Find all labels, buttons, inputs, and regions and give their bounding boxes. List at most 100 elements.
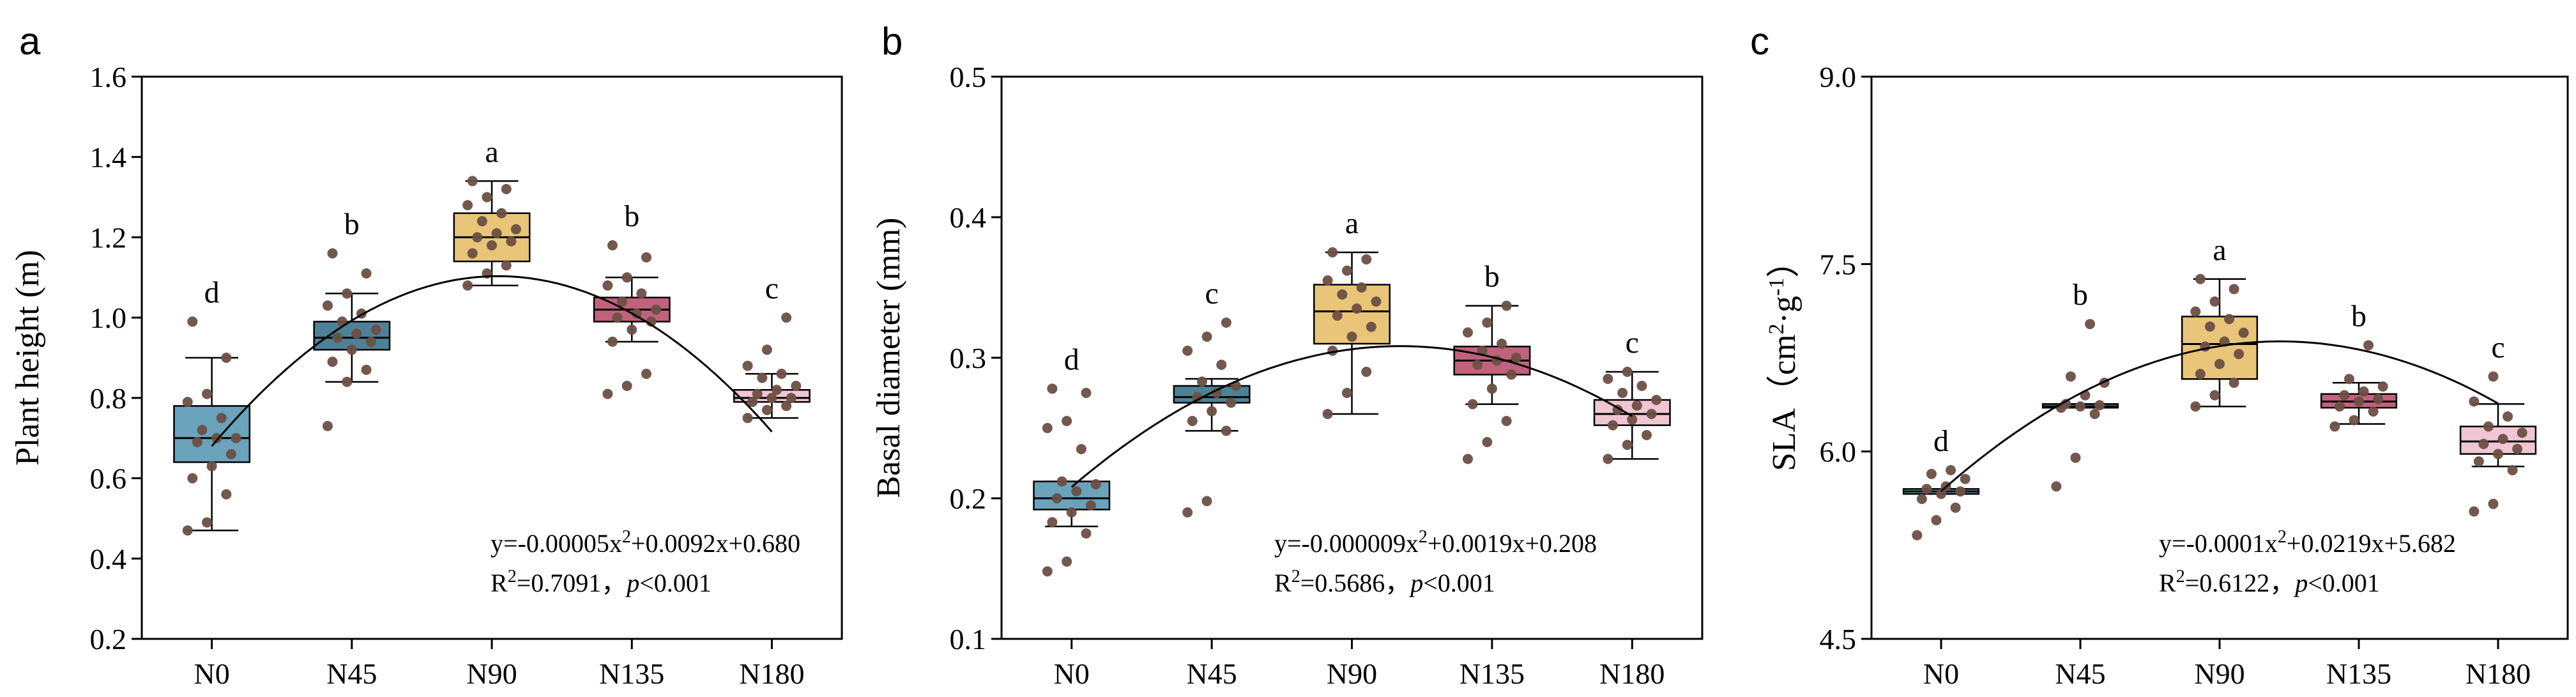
data-point	[211, 433, 222, 443]
data-point	[1651, 395, 1662, 405]
significance-letter: c	[2491, 330, 2504, 364]
data-point	[641, 252, 652, 263]
data-point	[1042, 423, 1053, 433]
data-point	[1931, 515, 1942, 526]
box-group-N90: a	[2181, 233, 2259, 412]
data-point	[2229, 284, 2239, 295]
data-point	[2469, 396, 2480, 407]
x-tick-label: N90	[1327, 657, 1377, 690]
data-point	[1946, 465, 1956, 475]
data-point	[1352, 303, 1362, 314]
data-point	[182, 397, 193, 408]
data-point	[187, 473, 198, 484]
box-group-N135: b	[1453, 260, 1531, 464]
data-point	[776, 369, 787, 379]
data-point	[1361, 254, 1372, 264]
data-point	[1332, 310, 1343, 321]
box-group-N180: c	[733, 272, 811, 424]
data-point	[2219, 336, 2230, 347]
panel-c: c4.56.07.59.0N0 N45 N90 N135 N180SLA（cm2·g-1…	[1750, 20, 2569, 690]
data-point	[2473, 456, 2484, 467]
p-value: <0.001	[639, 569, 712, 597]
data-point	[2065, 371, 2076, 382]
data-point	[187, 316, 198, 327]
panel-a: a 0.2 0.4 0.6 0.8 1.0 1.2 1.4 1.6 N0 N45 N90 N135 N18…	[10, 20, 843, 690]
data-point	[1066, 507, 1077, 517]
data-point	[1467, 399, 1478, 410]
data-point	[1622, 367, 1633, 377]
data-point	[2070, 452, 2081, 463]
data-point	[231, 433, 241, 443]
fit-equation-suffix: +0.0219x+5.682	[2287, 529, 2456, 558]
data-point	[1642, 430, 1652, 440]
data-point	[1617, 388, 1628, 398]
panel-b: b 0.1 0.2 0.3 0.4 0.5 N0 N45 N90 N135 N180 Basal di…	[871, 20, 1703, 690]
data-point	[361, 364, 372, 375]
data-point	[366, 336, 377, 347]
data-point	[1182, 507, 1193, 517]
significance-letter: b	[2351, 299, 2366, 333]
data-point	[2214, 358, 2225, 369]
data-point	[2363, 340, 2374, 351]
data-point	[781, 401, 792, 411]
data-point	[786, 392, 796, 403]
data-point	[2234, 349, 2244, 360]
data-point	[1341, 388, 1352, 398]
data-point	[1211, 388, 1222, 398]
data-point	[747, 397, 758, 408]
fit-equation-prefix: y=-0.000009x	[1274, 529, 1419, 558]
data-point	[1216, 360, 1227, 370]
data-point	[2075, 401, 2085, 412]
data-point	[1926, 468, 1937, 479]
data-point	[1047, 517, 1058, 528]
x-tick-label: N135	[2326, 657, 2391, 690]
significance-letter: a	[1345, 206, 1359, 240]
x-tick-label: N135	[599, 657, 664, 690]
r2-sup: 2	[508, 567, 517, 586]
data-point	[1960, 473, 1970, 484]
p-letter: p	[2293, 569, 2308, 597]
y-axis-title-sup: -1	[1765, 278, 1788, 296]
data-point	[2349, 415, 2359, 425]
y-axis-title-main: SLA（cm	[1766, 334, 1802, 471]
data-point	[761, 344, 772, 355]
y-axis-title: SLA（cm2·g-1）	[1765, 245, 1803, 471]
data-point	[2224, 314, 2235, 325]
data-point	[1462, 454, 1473, 464]
fit-equation-suffix: +0.0019x+0.208	[1428, 529, 1597, 558]
y-axis-title: Plant height (m)	[10, 250, 46, 466]
significance-letter: b	[1484, 260, 1500, 294]
data-point	[1051, 493, 1062, 503]
data-point	[1187, 416, 1198, 426]
significance-letter: c	[1626, 326, 1639, 360]
data-point	[2190, 306, 2201, 317]
y-tick-label: 7.5	[1820, 248, 1857, 280]
data-point	[1356, 282, 1367, 293]
fit-equation: y=-0.000009x2+0.0019x+0.208	[1274, 527, 1597, 558]
data-point	[1047, 383, 1058, 394]
data-point	[1462, 327, 1473, 338]
data-point	[487, 240, 497, 250]
data-point	[1622, 440, 1633, 450]
data-point	[2354, 396, 2364, 407]
data-point	[2334, 401, 2345, 412]
r2-letter: R	[491, 569, 508, 597]
data-point	[322, 420, 333, 431]
data-point	[1071, 486, 1082, 496]
data-point	[2488, 371, 2499, 382]
data-point	[2238, 327, 2249, 338]
fit-equation-sup: 2	[1419, 527, 1428, 547]
data-point	[2229, 378, 2239, 388]
data-point	[1472, 360, 1483, 370]
data-point	[1627, 414, 1638, 425]
data-point	[322, 300, 333, 311]
data-point	[636, 288, 647, 299]
data-point	[2358, 386, 2369, 397]
significance-letter: a	[485, 135, 498, 169]
x-tick-label: N0	[1054, 657, 1090, 690]
data-point	[1201, 496, 1212, 507]
data-point	[1201, 332, 1212, 342]
box-group-N135: b	[2320, 299, 2398, 432]
y-tick-label: 6.0	[1820, 436, 1857, 468]
data-point	[607, 336, 618, 347]
